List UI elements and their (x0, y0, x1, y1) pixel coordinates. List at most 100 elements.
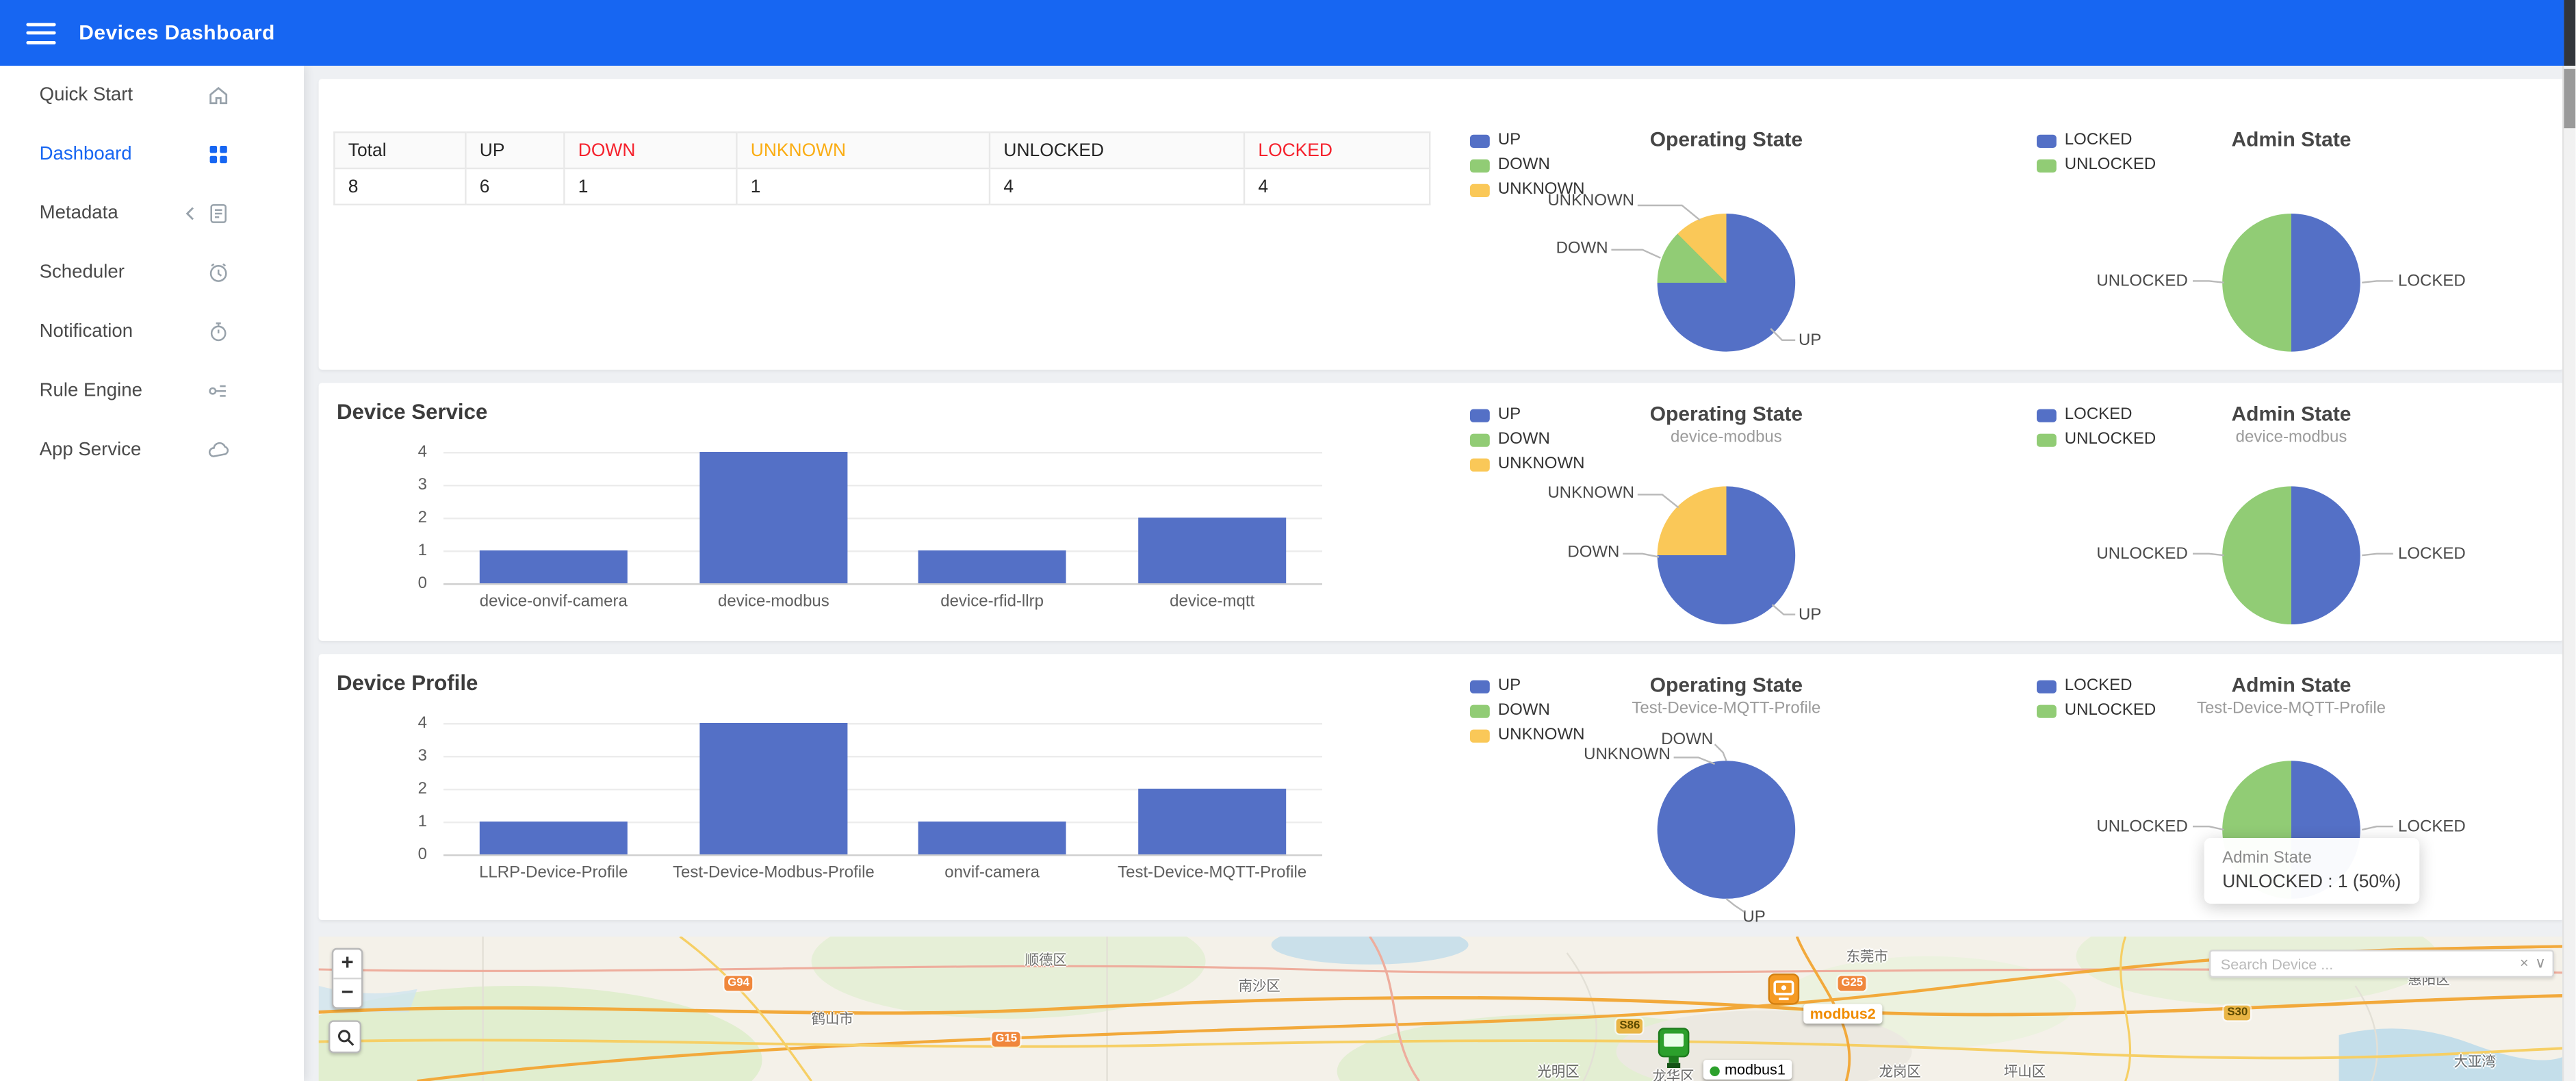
operating-state-subtitle: device-modbus (1671, 429, 1782, 447)
legend-swatch-down (1470, 704, 1490, 717)
legend-swatch-unknown (1470, 728, 1490, 742)
legend-item-unknown[interactable]: UNKNOWN (1470, 452, 1584, 476)
legend-item-unlocked[interactable]: UNLOCKED (2037, 153, 2156, 177)
legend-item-down[interactable]: DOWN (1470, 427, 1584, 452)
legend-item-locked[interactable]: LOCKED (2037, 403, 2156, 427)
tooltip-title: Admin State (2222, 849, 2312, 868)
admin-state-legend: LOCKED UNLOCKED (2037, 128, 2156, 177)
bar-llrp-device-profile[interactable] (479, 822, 628, 854)
operating-state-pie[interactable] (1657, 214, 1796, 352)
device-search[interactable]: × ∨ (2209, 950, 2555, 978)
dropdown-caret-icon[interactable]: ∨ (2535, 954, 2547, 971)
pie-label-up: UP (1742, 908, 1766, 927)
dashboard-icon (207, 143, 230, 166)
road-shield: G15 (992, 1032, 1020, 1047)
admin-state-title: Admin State (2231, 674, 2352, 697)
sidebar-item-app-service[interactable]: App Service (0, 420, 304, 479)
map-place-label: 顺德区 (1025, 951, 1067, 968)
legend-item-locked[interactable]: LOCKED (2037, 674, 2156, 698)
operating-state-title: Operating State (1649, 128, 1803, 151)
operating-state-pie[interactable] (1657, 486, 1796, 625)
pie-label-up: UP (1799, 606, 1822, 625)
admin-state-subtitle: device-modbus (2235, 429, 2347, 447)
marker-label-text: modbus1 (1725, 1061, 1786, 1078)
operating-state-legend: UP DOWN UNKNOWN (1470, 128, 1584, 202)
legend-label: UNLOCKED (2064, 156, 2156, 175)
device-service-bar-plot (443, 452, 1323, 585)
bar-test-device-modbus-profile[interactable] (699, 723, 848, 854)
admin-state-legend: LOCKED UNLOCKED (2037, 674, 2156, 723)
legend-label: UP (1497, 131, 1521, 150)
operating-state-pie[interactable] (1657, 761, 1796, 899)
overview-card: Total UP DOWN UNKNOWN UNLOCKED LOCKED 8 … (318, 79, 2564, 370)
sidebar-item-rule-engine[interactable]: Rule Engine (0, 361, 304, 420)
app-title: Devices Dashboard (79, 21, 275, 44)
sidebar-label: Metadata (39, 203, 118, 224)
bar-device-modbus[interactable] (699, 452, 848, 584)
sidebar-label: Scheduler (39, 263, 125, 283)
legend-item-locked[interactable]: LOCKED (2037, 128, 2156, 153)
legend-item-unlocked[interactable]: UNLOCKED (2037, 427, 2156, 452)
zoom-in-button[interactable]: + (341, 950, 354, 975)
sidebar-item-metadata[interactable]: Metadata (0, 184, 304, 243)
pie-label-locked: LOCKED (2398, 545, 2466, 564)
bar-device-mqtt[interactable] (1138, 518, 1287, 584)
legend-item-up[interactable]: UP (1470, 674, 1584, 698)
admin-state-pie[interactable] (2222, 486, 2360, 625)
legend-item-down[interactable]: DOWN (1470, 153, 1584, 177)
summary-header-unlocked: UNLOCKED (988, 131, 1246, 170)
sidebar-item-dashboard[interactable]: Dashboard (0, 125, 304, 183)
map[interactable]: 鹤山市 顺德区 南沙区 东莞市 光明区 龙华区 龙岗区 坪山区 惠阳区 大亚湾 … (318, 937, 2564, 1081)
legend-item-up[interactable]: UP (1470, 403, 1584, 427)
bar-device-onvif-camera[interactable] (479, 550, 628, 584)
bar-test-device-mqtt-profile[interactable] (1138, 789, 1287, 854)
map-marker-label-modbus1[interactable]: modbus1 (1703, 1060, 1792, 1080)
map-marker-modbus2[interactable] (1767, 973, 1800, 1014)
summary-table: Total UP DOWN UNKNOWN UNLOCKED LOCKED 8 … (333, 131, 1431, 206)
legend-item-unlocked[interactable]: UNLOCKED (2037, 698, 2156, 723)
operating-state-title: Operating State (1649, 674, 1803, 697)
scrollbar-thumb[interactable] (2564, 68, 2576, 129)
sidebar-item-quick-start[interactable]: Quick Start (0, 66, 304, 125)
scrollbar-track[interactable] (2562, 66, 2576, 1081)
map-place-label: 龙岗区 (1879, 1063, 1921, 1080)
clear-icon[interactable]: × (2519, 954, 2529, 971)
map-place-label: 鹤山市 (811, 1010, 853, 1027)
legend-swatch-unknown (1470, 183, 1490, 196)
zoom-out-button[interactable]: − (333, 978, 361, 1007)
summary-header-unknown: UNKNOWN (736, 131, 991, 170)
menu-icon[interactable] (26, 22, 56, 44)
map-search-button[interactable] (329, 1020, 361, 1054)
x-category: device-onvif-camera (479, 593, 628, 611)
sidebar-item-scheduler[interactable]: Scheduler (0, 243, 304, 302)
tooltip-value: UNLOCKED : 1 (50%) (2222, 872, 2401, 893)
search-input[interactable] (2217, 954, 2514, 974)
legend-item-unknown[interactable]: UNKNOWN (1470, 177, 1584, 202)
sidebar-item-notification[interactable]: Notification (0, 303, 304, 361)
sidebar-label: Quick Start (39, 85, 133, 105)
road-shield: G25 (1838, 976, 1866, 991)
legend-swatch-locked (2037, 679, 2057, 693)
map-place-label: 坪山区 (2004, 1063, 2046, 1080)
bar-device-rfid-llrp[interactable] (918, 550, 1066, 584)
legend-item-down[interactable]: DOWN (1470, 698, 1584, 723)
map-marker-label-modbus2[interactable]: modbus2 (1803, 1004, 1883, 1024)
pie-label-locked: LOCKED (2398, 818, 2466, 837)
x-category: device-modbus (718, 593, 829, 611)
legend-swatch-up (1470, 679, 1490, 693)
y-tick: 0 (417, 575, 427, 594)
legend-item-unknown[interactable]: UNKNOWN (1470, 723, 1584, 748)
rule-engine-icon (207, 379, 230, 403)
legend-swatch-unknown (1470, 457, 1490, 471)
map-place-label: 光明区 (1537, 1063, 1580, 1080)
chart-tooltip: Admin State UNLOCKED : 1 (50%) (2204, 838, 2419, 904)
map-marker-modbus1[interactable] (1656, 1027, 1692, 1078)
admin-state-pie[interactable] (2222, 214, 2360, 352)
bar-onvif-camera[interactable] (918, 822, 1066, 854)
app-service-cloud-icon (207, 439, 230, 462)
legend-item-up[interactable]: UP (1470, 128, 1584, 153)
legend-swatch-unlocked (2037, 704, 2057, 717)
road-shield: S86 (1616, 1019, 1644, 1034)
magnifier-icon (337, 1029, 354, 1045)
